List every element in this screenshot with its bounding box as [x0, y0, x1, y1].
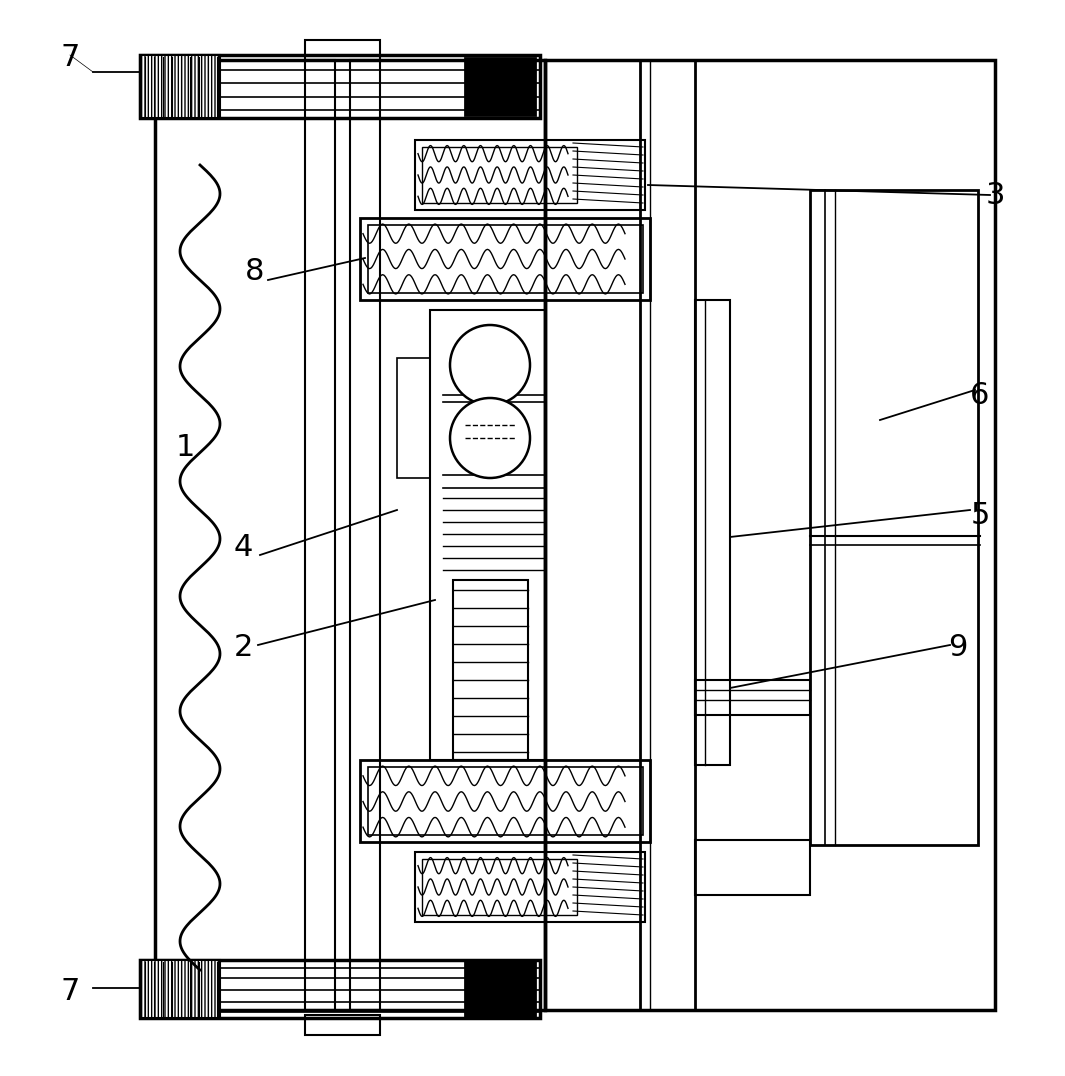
Text: 7: 7: [61, 977, 80, 1006]
Bar: [545, 60, 995, 1010]
Bar: [422, 859, 577, 915]
Bar: [305, 40, 380, 60]
Bar: [305, 60, 335, 1010]
Bar: [305, 1015, 380, 1035]
Text: 7: 7: [61, 43, 80, 72]
Text: 9: 9: [948, 634, 968, 663]
Bar: [465, 58, 535, 115]
Bar: [350, 60, 380, 1010]
Circle shape: [450, 325, 530, 405]
Bar: [810, 190, 978, 845]
Text: 8: 8: [245, 257, 265, 286]
Bar: [415, 140, 645, 210]
Bar: [360, 218, 650, 300]
Bar: [368, 767, 643, 835]
Bar: [397, 358, 430, 478]
Text: 1: 1: [176, 434, 195, 463]
Bar: [415, 852, 645, 922]
Bar: [140, 55, 220, 118]
Text: 3: 3: [985, 181, 1004, 210]
Bar: [695, 680, 810, 714]
Text: 6: 6: [970, 381, 989, 410]
Circle shape: [450, 398, 530, 478]
Bar: [422, 147, 577, 203]
Bar: [640, 60, 695, 1010]
Bar: [368, 225, 643, 293]
Text: 2: 2: [233, 634, 252, 663]
Text: 5: 5: [970, 500, 989, 529]
Bar: [695, 300, 730, 765]
Bar: [465, 962, 535, 1017]
Bar: [360, 760, 650, 843]
Bar: [430, 310, 545, 760]
Bar: [140, 960, 220, 1018]
Bar: [140, 960, 540, 1018]
Bar: [140, 55, 540, 118]
Bar: [695, 840, 810, 895]
Bar: [453, 580, 528, 760]
Text: 4: 4: [233, 534, 252, 563]
Bar: [155, 60, 545, 1010]
